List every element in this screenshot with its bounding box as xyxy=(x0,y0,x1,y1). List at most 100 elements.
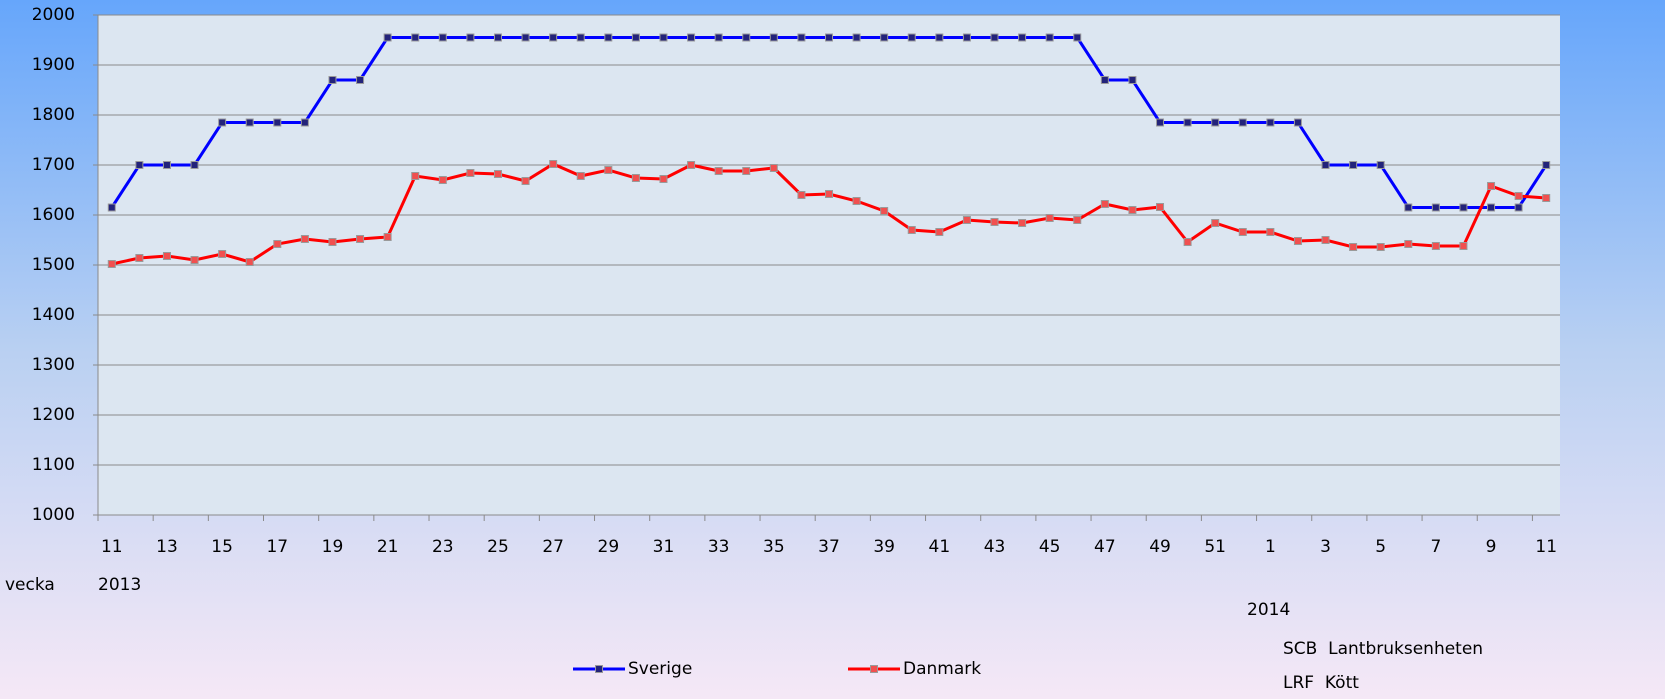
point xyxy=(107,260,116,268)
year-label: 2013 xyxy=(98,575,141,595)
point xyxy=(631,33,640,42)
point xyxy=(769,164,778,172)
point xyxy=(907,33,916,42)
point xyxy=(576,33,585,42)
point xyxy=(1349,243,1358,251)
point xyxy=(631,174,640,182)
point xyxy=(1100,200,1109,208)
point xyxy=(825,33,833,42)
point xyxy=(328,76,337,84)
y-tick-label: 2000 xyxy=(32,5,75,25)
legend-label: Sverige xyxy=(628,659,692,679)
x-tick-label: 45 xyxy=(1039,537,1061,557)
point xyxy=(742,33,751,42)
point xyxy=(576,172,585,180)
point xyxy=(852,33,861,42)
point xyxy=(1073,33,1082,42)
point xyxy=(1376,243,1385,251)
x-tick-label: 23 xyxy=(432,537,454,557)
x-tick-label: 7 xyxy=(1430,537,1441,557)
x-tick-label: 11 xyxy=(1535,537,1557,557)
point xyxy=(1459,203,1468,212)
point xyxy=(162,161,171,169)
point xyxy=(1459,242,1468,250)
point xyxy=(493,33,502,42)
point xyxy=(1128,76,1137,84)
point xyxy=(1542,161,1551,169)
point xyxy=(1156,118,1165,127)
point xyxy=(962,216,971,224)
point xyxy=(1238,118,1247,127)
x-tick-label: 11 xyxy=(101,537,123,557)
point xyxy=(880,33,889,42)
x-tick-label: 51 xyxy=(1204,537,1226,557)
point xyxy=(825,190,833,198)
point xyxy=(135,161,144,169)
x-tick-label: 39 xyxy=(873,537,895,557)
point xyxy=(797,33,806,42)
point xyxy=(1266,118,1275,127)
point xyxy=(769,33,778,42)
legend-label: Danmark xyxy=(903,659,981,679)
point xyxy=(604,33,613,42)
point xyxy=(1349,161,1358,169)
point xyxy=(411,33,420,42)
point xyxy=(383,233,392,241)
point xyxy=(659,175,668,183)
point xyxy=(411,172,420,180)
x-tick-label: 35 xyxy=(763,537,785,557)
point xyxy=(1514,192,1523,200)
point xyxy=(1183,238,1192,246)
x-tick-label: 25 xyxy=(487,537,509,557)
point xyxy=(438,33,447,42)
point xyxy=(797,191,806,199)
x-tick-label: 47 xyxy=(1094,537,1116,557)
point xyxy=(1404,203,1413,212)
point xyxy=(493,170,502,178)
point xyxy=(1045,33,1054,42)
x-tick-label: 21 xyxy=(377,537,399,557)
x-tick-label: 15 xyxy=(211,537,233,557)
point xyxy=(1293,237,1302,245)
x-tick-label: 41 xyxy=(929,537,951,557)
point xyxy=(990,33,999,42)
point xyxy=(880,207,889,215)
point xyxy=(466,33,475,42)
point xyxy=(466,169,475,177)
point xyxy=(1018,33,1027,42)
x-tick-label: 3 xyxy=(1320,537,1331,557)
point xyxy=(687,161,696,169)
point xyxy=(1431,203,1440,212)
point xyxy=(438,176,447,184)
point xyxy=(1128,206,1137,214)
x-tick-label: 9 xyxy=(1486,537,1497,557)
x-tick-label: 27 xyxy=(542,537,564,557)
x-tick-label: 43 xyxy=(984,537,1006,557)
point xyxy=(1431,242,1440,250)
point xyxy=(190,161,199,169)
point xyxy=(1045,214,1054,222)
point xyxy=(714,33,723,42)
point xyxy=(135,254,144,262)
point xyxy=(1073,216,1082,224)
point xyxy=(1542,194,1551,202)
point xyxy=(659,33,668,42)
y-tick-label: 1700 xyxy=(32,155,75,175)
point xyxy=(907,226,916,234)
legend-marker xyxy=(595,665,603,673)
x-tick-label: 49 xyxy=(1149,537,1171,557)
x-tick-label: 29 xyxy=(598,537,620,557)
point xyxy=(245,118,254,127)
point xyxy=(190,256,199,264)
point xyxy=(1321,236,1330,244)
x-tick-label: 5 xyxy=(1375,537,1386,557)
point xyxy=(935,228,944,236)
y-tick-label: 1500 xyxy=(32,255,75,275)
point xyxy=(1211,118,1220,127)
point xyxy=(1238,228,1247,236)
point xyxy=(1018,219,1027,227)
source: LRF Kött xyxy=(1283,673,1359,693)
point xyxy=(273,118,282,127)
point xyxy=(990,218,999,226)
point xyxy=(742,167,751,175)
